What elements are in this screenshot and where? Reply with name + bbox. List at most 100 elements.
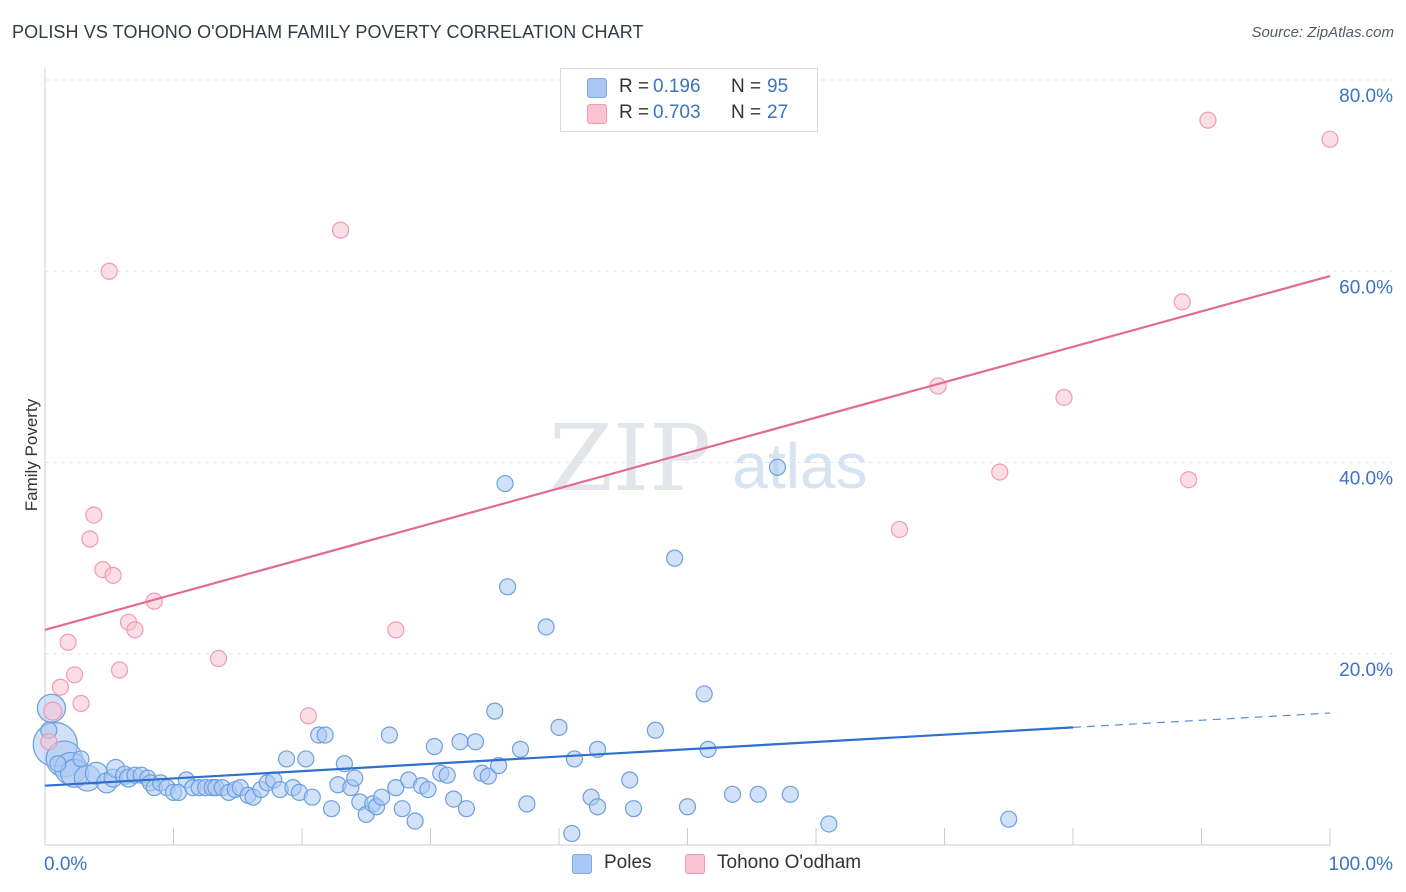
tohono-point xyxy=(43,701,63,721)
poles-point xyxy=(588,798,607,816)
poles-point xyxy=(511,740,530,758)
poles-point xyxy=(563,824,581,843)
poles-point xyxy=(486,702,504,720)
tohono-point xyxy=(1199,111,1217,129)
legend-swatch-tohono xyxy=(587,104,607,124)
tohono-point xyxy=(1173,293,1191,311)
poles-point xyxy=(1000,810,1018,828)
series-swatch-tohono xyxy=(685,854,705,874)
series-swatch-poles xyxy=(572,854,592,874)
legend-r-value: 0.196 xyxy=(653,76,701,97)
poles-point xyxy=(277,750,296,768)
poles-point xyxy=(49,755,67,773)
poles-point xyxy=(490,757,508,775)
tohono-point xyxy=(1180,471,1198,489)
poles-trend-line xyxy=(44,726,1074,787)
poles-point xyxy=(621,771,639,789)
poles-point xyxy=(425,737,443,756)
poles-point xyxy=(666,549,684,567)
poles-point xyxy=(419,780,437,799)
tohono-points xyxy=(40,111,1339,751)
tohono-point xyxy=(100,262,118,280)
poles-points xyxy=(32,458,1018,843)
tohono-point xyxy=(110,661,129,679)
y-tick-label: 60.0% xyxy=(1339,277,1393,298)
tohono-point xyxy=(65,666,84,684)
poles-point xyxy=(316,726,334,744)
poles-trend-extension xyxy=(1072,712,1331,728)
poles-point xyxy=(768,458,787,476)
tohono-point xyxy=(890,520,909,539)
gridlines xyxy=(45,79,1392,655)
poles-point xyxy=(393,800,411,818)
tohono-point xyxy=(126,621,144,639)
poles-point xyxy=(303,788,321,806)
poles-point xyxy=(438,766,456,784)
x-tick-label-min: 0.0% xyxy=(44,854,87,875)
poles-point xyxy=(445,790,463,808)
legend-swatch-poles xyxy=(587,78,607,98)
watermark-atlas: atlas xyxy=(732,430,867,502)
tohono-point xyxy=(51,678,70,696)
tohono-point xyxy=(299,707,318,725)
trend-lines xyxy=(44,274,1331,787)
poles-point xyxy=(479,767,497,785)
poles-point xyxy=(322,800,341,818)
x-tick-label-max: 100.0% xyxy=(1329,854,1394,875)
poles-point xyxy=(781,785,799,803)
series-label-poles: Poles xyxy=(604,852,652,873)
poles-point xyxy=(749,785,767,803)
poles-point xyxy=(346,769,364,787)
legend-r-label: R = xyxy=(619,102,650,123)
poles-point xyxy=(565,750,584,768)
poles-point xyxy=(550,718,568,736)
poles-point xyxy=(297,750,315,768)
poles-point xyxy=(496,474,514,493)
legend-n-value: 27 xyxy=(767,102,789,123)
poles-point xyxy=(457,800,476,818)
poles-point xyxy=(678,798,697,816)
tohono-point xyxy=(991,463,1009,481)
y-tick-label: 80.0% xyxy=(1339,86,1393,107)
poles-point xyxy=(537,618,555,636)
poles-point xyxy=(723,785,742,803)
tohono-point xyxy=(331,221,350,239)
poles-point xyxy=(387,779,405,797)
watermark-zip: ZIP xyxy=(549,405,711,512)
y-axis-title: Family Poverty xyxy=(22,398,41,512)
legend-n-value: 95 xyxy=(767,76,789,97)
tohono-trend-line xyxy=(44,274,1331,631)
axis-tick-labels: 20.0% 40.0% 60.0% 80.0% 0.0% 100.0% xyxy=(44,86,1393,875)
poles-point xyxy=(72,750,90,768)
correlation-legend: R = 0.196 N = 95 R = 0.703 N = 27 xyxy=(560,68,818,132)
tohono-point xyxy=(40,733,58,751)
poles-point xyxy=(380,726,398,744)
poles-point xyxy=(624,800,643,818)
tohono-point xyxy=(104,566,122,584)
legend-r-label: R = xyxy=(619,76,650,97)
poles-point xyxy=(406,812,424,830)
series-label-tohono: Tohono O'odham xyxy=(717,852,862,873)
poles-point xyxy=(820,815,838,833)
tohono-point xyxy=(387,621,405,639)
y-tick-label: 20.0% xyxy=(1339,660,1393,681)
chart-title: POLISH VS TOHONO O'ODHAM FAMILY POVERTY … xyxy=(12,22,644,42)
tohono-point xyxy=(1321,130,1339,148)
tohono-point xyxy=(85,506,103,524)
poles-point xyxy=(373,788,391,806)
poles-point xyxy=(518,795,536,813)
legend-r-value: 0.703 xyxy=(653,102,701,123)
poles-point xyxy=(646,721,664,739)
legend-n-label: N = xyxy=(731,76,762,97)
tohono-point xyxy=(59,633,77,651)
legend-n-label: N = xyxy=(731,102,762,123)
poles-point xyxy=(451,733,469,751)
y-tick-label: 40.0% xyxy=(1339,469,1393,490)
poles-point xyxy=(695,685,713,703)
tohono-point xyxy=(81,530,99,548)
source-label: Source: ZipAtlas.com xyxy=(1251,24,1394,41)
tohono-point xyxy=(209,649,228,668)
poles-point xyxy=(466,733,485,751)
poles-point xyxy=(499,578,517,596)
